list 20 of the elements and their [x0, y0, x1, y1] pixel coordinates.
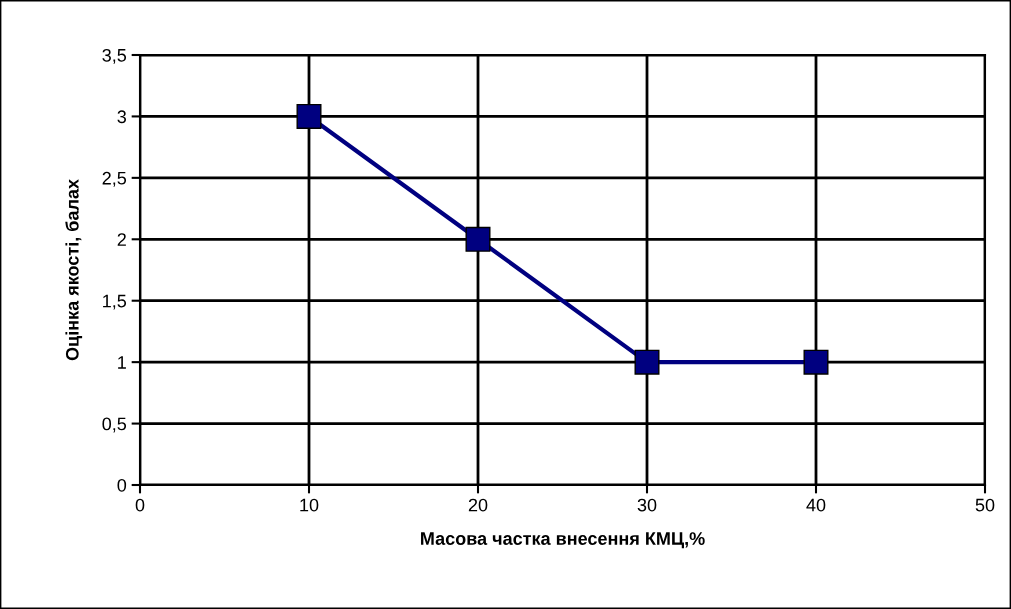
y-tick-label: 2,5 [102, 171, 127, 187]
y-tick-label: 3 [117, 110, 127, 124]
y-tick-label: 1,5 [103, 294, 127, 310]
y-tick-label: 1 [118, 356, 126, 369]
point [465, 226, 491, 252]
x-tick-label: 40 [806, 498, 826, 512]
point [634, 349, 660, 375]
y-axis-title: Оцінка якості, балах [65, 179, 83, 361]
x-tick-label: 10 [300, 498, 319, 512]
x-tick-label: 0 [135, 498, 145, 512]
x-tick-label: 50 [975, 498, 995, 512]
point [803, 349, 829, 375]
x-tick-label: 30 [637, 498, 657, 512]
y-tick-label: 0,5 [102, 417, 127, 433]
y-tick-label: 2 [117, 233, 126, 246]
x-tick-label: 20 [468, 498, 488, 512]
y-tick-label: 0 [117, 478, 127, 492]
x-axis-title: Масова частка внесення КМЦ,% [421, 532, 705, 549]
point [296, 103, 322, 129]
y-tick-label: 3,5 [102, 48, 127, 64]
